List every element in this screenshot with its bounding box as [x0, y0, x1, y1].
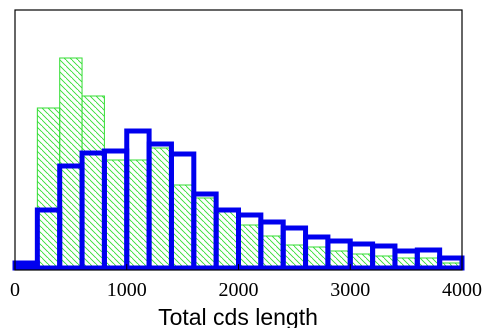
series-0-bar-11	[260, 235, 284, 269]
x-axis-title: Total cds length	[158, 304, 318, 328]
series-0-bar-4	[103, 159, 128, 269]
series-0-bar-12	[282, 244, 307, 269]
x-tick-label-0: 0	[10, 279, 20, 301]
series-0-bar-8	[193, 197, 217, 269]
series-0-bar-10	[238, 224, 262, 269]
series-0-bar-1	[36, 107, 61, 269]
x-tick-label-4: 4000	[442, 279, 482, 301]
x-tick-label-1: 1000	[107, 279, 147, 301]
series-0-bar-14	[327, 250, 351, 269]
x-tick-label-2: 2000	[219, 279, 259, 301]
series-0-bar-6	[148, 147, 172, 269]
series-0-bar-5	[126, 159, 150, 269]
x-axis-ticks: 0 1000 2000 3000 4000	[10, 264, 482, 301]
series-0-bar-3	[81, 95, 105, 269]
series-0-bar-2	[59, 57, 83, 269]
series-1-bar-0	[12, 260, 40, 271]
blue-series	[12, 128, 465, 271]
series-0-bar-7	[170, 184, 195, 269]
series-0-bar-9	[215, 210, 239, 269]
series-0-bar-13	[305, 246, 329, 269]
x-tick-label-3: 3000	[330, 279, 370, 301]
